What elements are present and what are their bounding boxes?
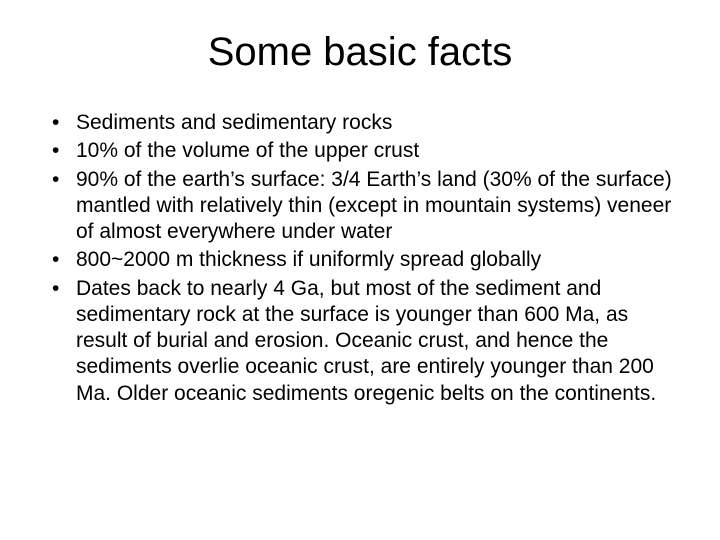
slide-title: Some basic facts — [40, 30, 680, 75]
list-item: Sediments and sedimentary rocks — [48, 110, 680, 136]
list-item: Dates back to nearly 4 Ga, but most of t… — [48, 276, 680, 407]
bullet-list: Sediments and sedimentary rocks 10% of t… — [40, 110, 680, 407]
list-item: 800~2000 m thickness if uniformly spread… — [48, 247, 680, 273]
list-item: 10% of the volume of the upper crust — [48, 138, 680, 164]
slide: Some basic facts Sediments and sedimenta… — [0, 0, 720, 540]
list-item: 90% of the earth’s surface: 3/4 Earth’s … — [48, 167, 680, 246]
